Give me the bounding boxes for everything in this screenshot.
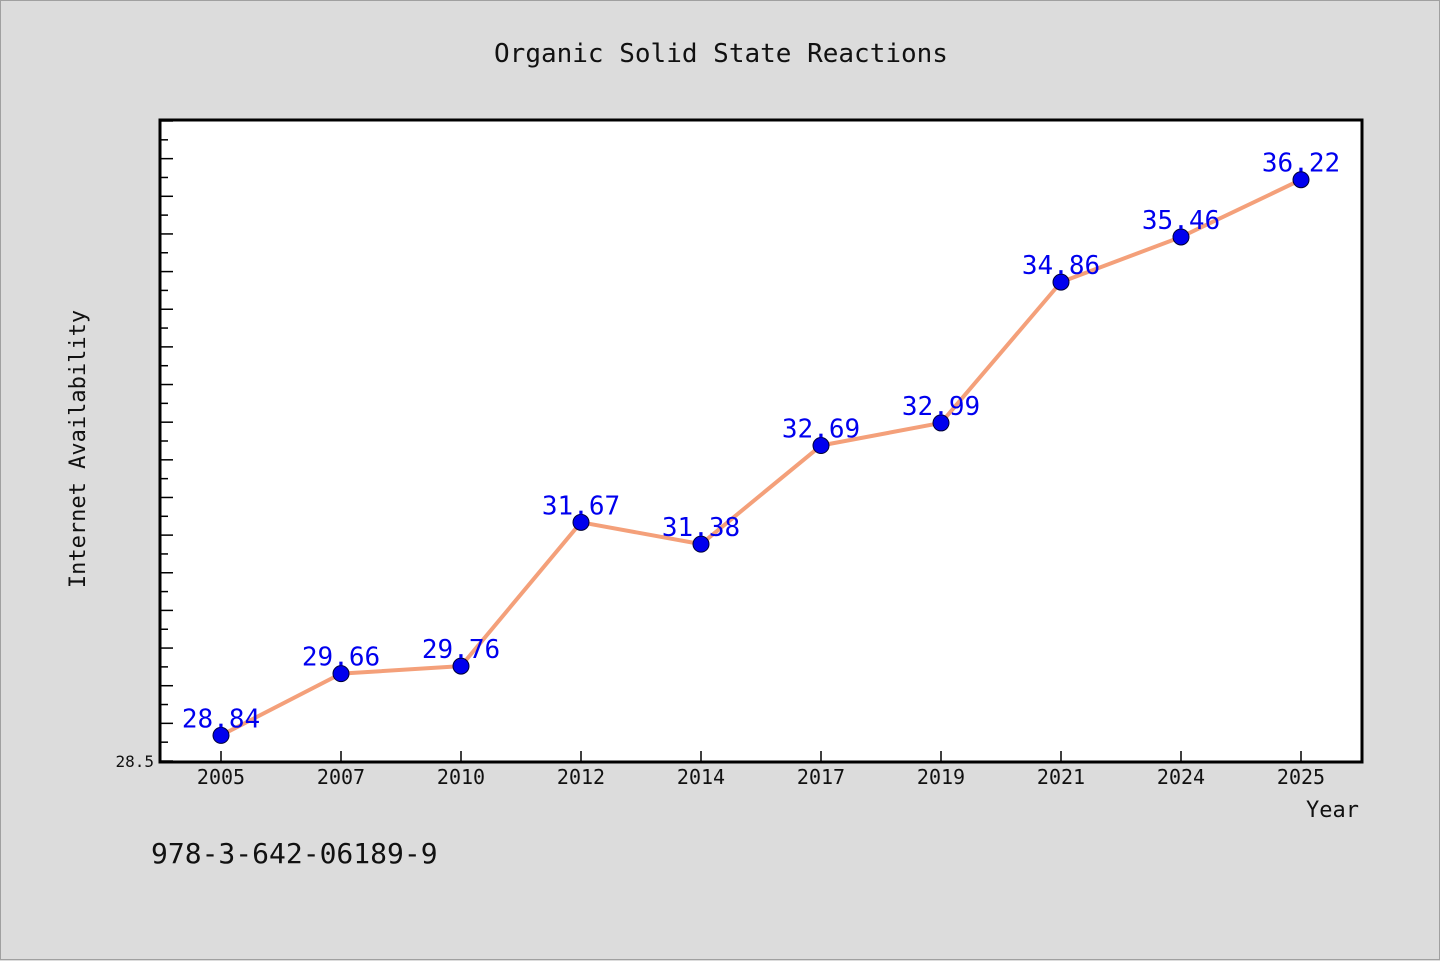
x-tick-label: 2014 [677,765,725,789]
data-label: 32.69 [782,415,860,445]
x-tick-label: 2025 [1277,765,1325,789]
chart-title: Organic Solid State Reactions [494,39,948,69]
data-label: 29.66 [302,643,380,673]
data-point [932,414,950,432]
data-label: 28.84 [182,704,260,734]
isbn-footer: 978-3-642-06189-9 [151,837,438,870]
data-label: 35.46 [1142,206,1220,236]
y-axis-label: Internet Availability [66,310,91,588]
x-axis-label: Year [1306,798,1359,823]
data-point [812,437,830,455]
data-label: 29.76 [422,635,500,665]
marker-layer [212,171,1310,744]
data-label: 34.86 [1022,251,1100,281]
x-tick-label: 2019 [917,765,965,789]
x-tick-label: 2010 [437,765,485,789]
plot-area [158,118,1364,764]
x-tick-label: 2024 [1157,765,1205,789]
x-tick-label: 2021 [1037,765,1085,789]
data-label: 31.38 [662,513,740,543]
x-tick-label: 2017 [797,765,845,789]
data-point [1052,273,1070,291]
data-label: 36.22 [1262,149,1340,179]
data-point [692,535,710,553]
x-tick-label: 2007 [317,765,365,789]
data-point [212,726,230,744]
series-layer [220,177,1302,738]
series-line [220,177,1302,738]
x-tick-label: 2012 [557,765,605,789]
data-point [332,665,350,683]
data-point [1172,228,1190,246]
data-label: 31.67 [542,491,620,521]
data-point [1292,171,1310,189]
data-label-layer: 28.84 29.66 29.76 31.67 31.38 32.69 32.99 34.86… [182,149,1340,735]
y-axis-ticks [161,120,173,762]
data-point [572,513,590,531]
y-tick-label-min: 28.5 [115,752,154,771]
data-point [452,657,470,675]
data-label: 32.99 [902,392,980,422]
x-tick-label: 2005 [197,765,245,789]
x-axis-ticks: 2005 2007 2010 2012 2014 2017 2019 2021 2024 2025 [197,751,1325,789]
